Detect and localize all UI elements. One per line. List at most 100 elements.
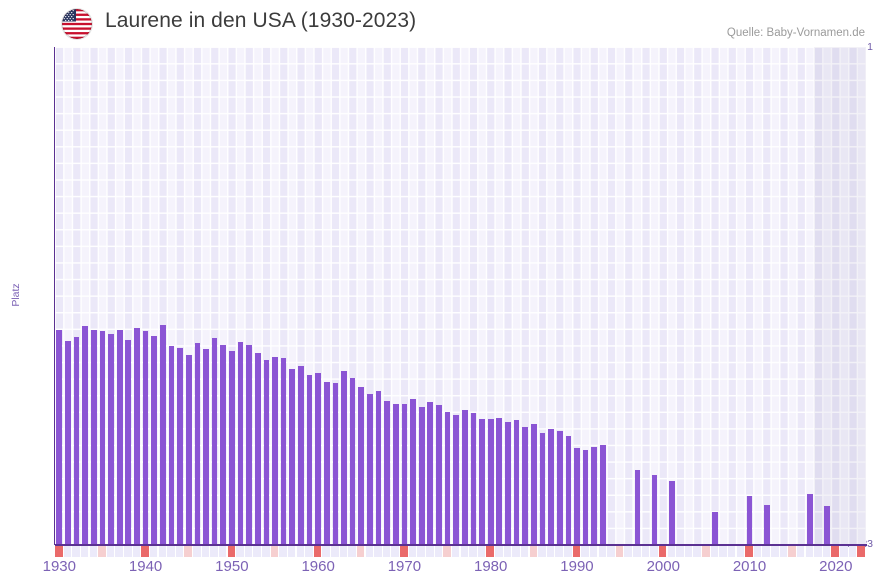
x-tick-cell-2004 bbox=[693, 546, 701, 557]
bar-1933[interactable] bbox=[82, 326, 89, 545]
bar-1974[interactable] bbox=[436, 405, 442, 545]
bar-1943[interactable] bbox=[168, 346, 175, 545]
bar-1963[interactable] bbox=[341, 371, 347, 545]
bar-1944[interactable] bbox=[177, 348, 183, 545]
x-axis-label-1980: 1980 bbox=[474, 558, 508, 575]
bar-1982[interactable] bbox=[505, 422, 511, 545]
x-tick-cell-1949 bbox=[218, 546, 227, 557]
bar-1976[interactable] bbox=[453, 415, 460, 545]
bar-1991[interactable] bbox=[582, 450, 589, 545]
x-tick-cell-1938 bbox=[124, 546, 132, 557]
bar-2006[interactable] bbox=[712, 512, 718, 545]
x-tick-cell-1967 bbox=[374, 546, 382, 557]
bar-1931[interactable] bbox=[65, 341, 71, 545]
bar-1952[interactable] bbox=[246, 345, 252, 545]
bar-1953[interactable] bbox=[254, 353, 261, 545]
x-tick-cell-2011 bbox=[753, 546, 762, 557]
bar-1981[interactable] bbox=[496, 418, 503, 545]
bar-1951[interactable] bbox=[237, 342, 244, 545]
bar-1941[interactable] bbox=[151, 336, 158, 545]
x-tick-cell-2008 bbox=[727, 546, 736, 557]
bar-1935[interactable] bbox=[99, 331, 106, 545]
bar-1949[interactable] bbox=[220, 345, 227, 545]
bar-1997[interactable] bbox=[634, 470, 641, 545]
bar-1932[interactable] bbox=[73, 337, 80, 545]
bar-1993[interactable] bbox=[600, 445, 606, 545]
bar-1934[interactable] bbox=[90, 330, 97, 545]
bar-1939[interactable] bbox=[134, 328, 140, 545]
bar-2019[interactable] bbox=[824, 506, 831, 545]
bar-1961[interactable] bbox=[323, 382, 330, 545]
bar-1958[interactable] bbox=[298, 366, 304, 545]
x-tick-cell-1956 bbox=[279, 546, 287, 557]
bar-1938[interactable] bbox=[125, 340, 132, 545]
bar-1947[interactable] bbox=[203, 349, 209, 545]
bar-1990[interactable] bbox=[574, 448, 580, 545]
bar-1966[interactable] bbox=[367, 394, 373, 545]
bar-1989[interactable] bbox=[565, 436, 572, 545]
bar-2001[interactable] bbox=[669, 481, 675, 545]
x-tick-cell-1958 bbox=[296, 546, 305, 557]
bar-1978[interactable] bbox=[470, 413, 477, 545]
bar-1930[interactable] bbox=[56, 330, 63, 545]
bar-1977[interactable] bbox=[461, 410, 468, 545]
x-tick-cell-1936 bbox=[106, 546, 115, 557]
bar-1959[interactable] bbox=[306, 375, 313, 545]
bar-1986[interactable] bbox=[539, 433, 546, 545]
bar-1954[interactable] bbox=[263, 360, 270, 545]
bar-1975[interactable] bbox=[444, 412, 451, 545]
bar-1946[interactable] bbox=[194, 343, 201, 545]
bar-1979[interactable] bbox=[479, 419, 485, 545]
bar-1999[interactable] bbox=[651, 475, 658, 545]
bar-1971[interactable] bbox=[410, 399, 416, 545]
bar-1972[interactable] bbox=[418, 407, 425, 545]
bar-1960[interactable] bbox=[315, 373, 321, 545]
bar-1962[interactable] bbox=[332, 383, 339, 545]
x-tick-cell-1998 bbox=[641, 546, 650, 557]
x-tick-cell-1947 bbox=[201, 546, 210, 557]
bar-1969[interactable] bbox=[392, 404, 399, 545]
x-tick-cell-1979 bbox=[477, 546, 486, 557]
bar-1983[interactable] bbox=[513, 420, 520, 545]
bar-1945[interactable] bbox=[185, 355, 192, 545]
bar-1936[interactable] bbox=[108, 334, 114, 545]
bar-1970[interactable] bbox=[401, 404, 408, 545]
bar-1955[interactable] bbox=[272, 357, 278, 545]
bar-2012[interactable] bbox=[763, 505, 770, 545]
bar-1992[interactable] bbox=[591, 447, 598, 545]
x-tick-cell-1986 bbox=[538, 546, 546, 557]
x-tick-cell-1988 bbox=[555, 546, 563, 557]
x-tick-cell-1951 bbox=[236, 546, 244, 557]
x-axis-label-2010: 2010 bbox=[732, 558, 767, 575]
x-tick-cell-2016 bbox=[796, 546, 805, 557]
bar-1942[interactable] bbox=[160, 325, 166, 545]
chart-header: Laurene in den USA (1930-2023) Quelle: B… bbox=[0, 0, 873, 46]
bar-1985[interactable] bbox=[530, 424, 537, 545]
x-tick-1990 bbox=[572, 546, 581, 557]
bar-1968[interactable] bbox=[384, 401, 390, 545]
bar-1950[interactable] bbox=[229, 351, 235, 545]
bar-1973[interactable] bbox=[427, 402, 434, 545]
bar-1940[interactable] bbox=[142, 331, 149, 545]
bar-1967[interactable] bbox=[375, 391, 382, 545]
x-tick-cell-1972 bbox=[417, 546, 425, 557]
bar-1980[interactable] bbox=[487, 419, 494, 545]
bar-1984[interactable] bbox=[522, 427, 529, 545]
bar-1948[interactable] bbox=[211, 338, 218, 545]
y-axis-line bbox=[53, 47, 56, 545]
bar-2017[interactable] bbox=[807, 494, 813, 545]
bar-1956[interactable] bbox=[280, 358, 287, 545]
bar-1964[interactable] bbox=[349, 378, 356, 545]
bar-1965[interactable] bbox=[358, 387, 365, 545]
bar-1987[interactable] bbox=[548, 429, 554, 545]
y-axis-label: Platz bbox=[10, 283, 22, 307]
x-tick-cell-1976 bbox=[451, 546, 460, 557]
x-tick-1995 bbox=[615, 546, 624, 557]
x-tick-1945 bbox=[184, 546, 192, 557]
x-tick-cell-1953 bbox=[253, 546, 261, 557]
x-tick-cell-2001 bbox=[667, 546, 676, 557]
bar-2010[interactable] bbox=[746, 496, 753, 545]
bar-1988[interactable] bbox=[556, 431, 563, 545]
bar-1937[interactable] bbox=[116, 330, 123, 545]
bar-1957[interactable] bbox=[289, 369, 296, 545]
